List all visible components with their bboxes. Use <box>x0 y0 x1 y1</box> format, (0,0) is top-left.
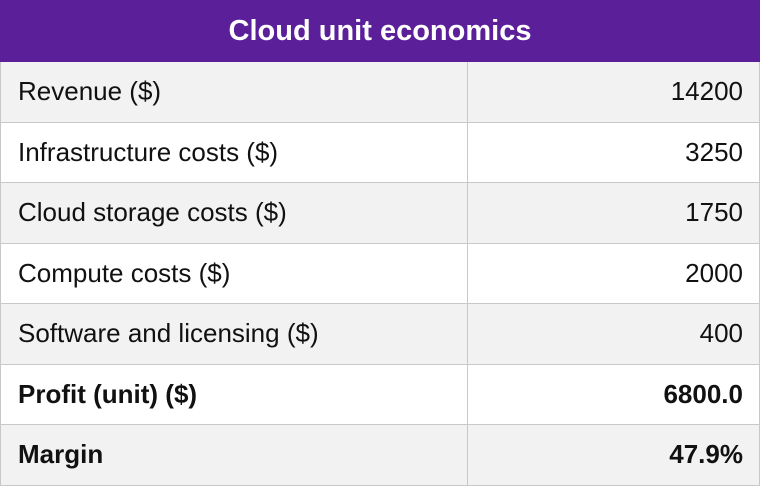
row-value: 47.9% <box>669 439 743 470</box>
row-label: Cloud storage costs ($) <box>1 183 468 243</box>
row-value: 6800.0 <box>663 378 743 409</box>
row-value: 400 <box>699 318 743 349</box>
table-row: Infrastructure costs ($) 3250 <box>1 122 759 183</box>
row-label: Margin <box>1 425 468 485</box>
row-value: 1750 <box>685 197 743 228</box>
row-value: 3250 <box>685 136 743 167</box>
row-value: 14200 <box>670 76 743 107</box>
row-label: Infrastructure costs ($) <box>1 122 468 182</box>
row-label: Compute costs ($) <box>1 243 468 303</box>
table-body: Revenue ($) 14200 Infrastructure costs ($)… <box>0 62 760 486</box>
table-title: Cloud unit economics <box>0 0 760 62</box>
table-row: Revenue ($) 14200 <box>1 62 759 123</box>
table-row: Profit (unit) ($) 6800.0 <box>1 364 759 425</box>
row-label: Profit (unit) ($) <box>1 364 468 424</box>
row-label: Software and licensing ($) <box>1 304 468 364</box>
table-row: Compute costs ($) 2000 <box>1 243 759 304</box>
row-label: Revenue ($) <box>1 62 468 122</box>
row-value: 2000 <box>685 257 743 288</box>
table-row: Margin 47.9% <box>1 425 759 486</box>
table-row: Cloud storage costs ($) 1750 <box>1 183 759 244</box>
table-row: Software and licensing ($) 400 <box>1 304 759 365</box>
